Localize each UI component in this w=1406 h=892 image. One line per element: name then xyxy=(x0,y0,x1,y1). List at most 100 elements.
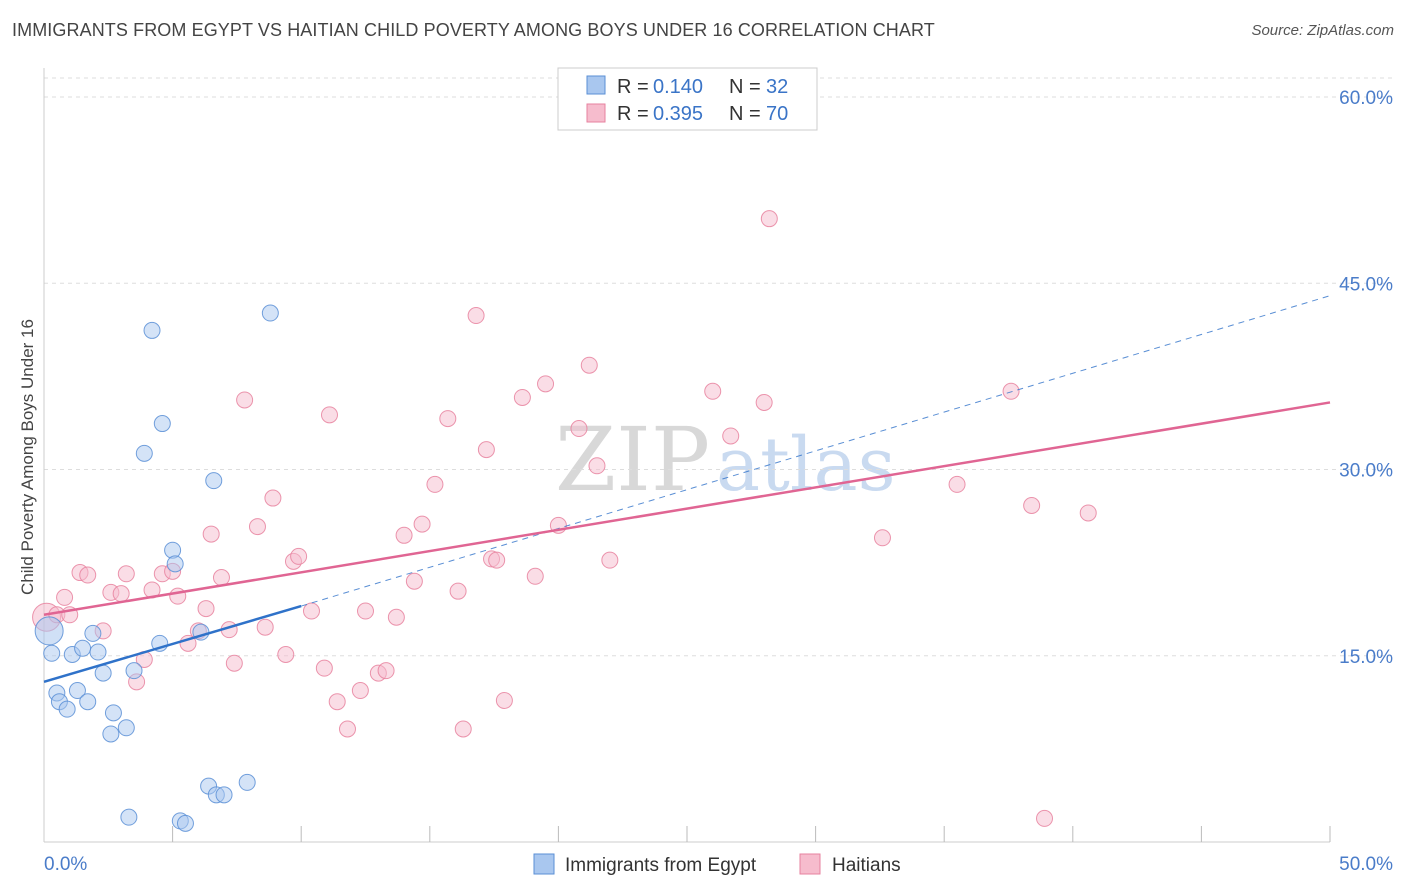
haiti-point xyxy=(1079,504,1097,522)
egypt-point xyxy=(89,643,107,661)
haiti-point xyxy=(338,720,356,738)
haiti-point xyxy=(351,682,369,700)
haiti-point xyxy=(377,662,395,680)
haiti-point xyxy=(202,525,220,543)
egypt-point xyxy=(135,444,153,462)
egypt-point xyxy=(238,773,256,791)
egypt-point xyxy=(176,814,194,832)
haiti-point xyxy=(948,475,966,493)
haiti-point xyxy=(580,356,598,374)
bottom-legend-swatch-haiti xyxy=(799,853,821,875)
x-tick-label: 0.0% xyxy=(44,854,87,875)
haiti-point xyxy=(488,551,506,569)
legend-swatch-egypt xyxy=(586,75,606,95)
y-tick-label: 60.0% xyxy=(1339,88,1393,109)
haiti-point xyxy=(454,720,472,738)
legend-haiti-n-label: N = xyxy=(729,103,761,125)
egypt-point xyxy=(74,639,92,657)
haiti-point xyxy=(439,410,457,428)
x-ticks xyxy=(172,826,1331,842)
haiti-point xyxy=(56,588,74,606)
haiti-trend-line-solid xyxy=(43,401,1331,617)
egypt-point xyxy=(117,719,135,737)
haiti-point xyxy=(277,646,295,664)
haiti-point xyxy=(236,391,254,409)
legend-swatch-haiti xyxy=(586,103,606,123)
haiti-point xyxy=(387,608,405,626)
haiti-point xyxy=(79,566,97,584)
egypt-series xyxy=(34,304,279,832)
haiti-point xyxy=(290,547,308,565)
egypt-point xyxy=(34,616,64,646)
correlation-legend: R = 0.140 N = 32 R = 0.395 N = 70 xyxy=(557,67,818,131)
chart-source: Source: ZipAtlas.com xyxy=(1251,22,1394,39)
haiti-point xyxy=(302,602,320,620)
egypt-point xyxy=(215,786,233,804)
haiti-point xyxy=(570,420,588,438)
legend-haiti-r-value: 0.395 xyxy=(653,103,703,125)
legend-egypt-r-value: 0.140 xyxy=(653,76,703,98)
egypt-point xyxy=(84,624,102,642)
series-legend: Immigrants from Egypt Haitians xyxy=(533,853,901,876)
haiti-point xyxy=(495,691,513,709)
haiti-point xyxy=(537,375,555,393)
egypt-point xyxy=(261,304,279,322)
haiti-point xyxy=(405,572,423,590)
haiti-point xyxy=(248,518,266,536)
egypt-point xyxy=(102,725,120,743)
haiti-point xyxy=(315,659,333,677)
haiti-point xyxy=(526,567,544,585)
bottom-legend-egypt-label: Immigrants from Egypt xyxy=(565,855,757,876)
haiti-point xyxy=(449,582,467,600)
haiti-point xyxy=(395,526,413,544)
legend-haiti-n-value: 70 xyxy=(766,103,788,125)
egypt-point xyxy=(104,704,122,722)
y-tick-label: 45.0% xyxy=(1339,274,1393,295)
haiti-point xyxy=(477,441,495,459)
haiti-point xyxy=(1002,382,1020,400)
haiti-series xyxy=(32,210,1097,827)
y-tick-label: 15.0% xyxy=(1339,647,1393,668)
haiti-point xyxy=(328,693,346,711)
legend-haiti-r-label: R = xyxy=(617,103,649,125)
x-tick-label: 50.0% xyxy=(1339,854,1393,875)
egypt-point xyxy=(205,472,223,490)
haiti-point xyxy=(413,515,431,533)
haiti-point xyxy=(873,529,891,547)
legend-egypt-n-value: 32 xyxy=(766,76,788,98)
trend-lines xyxy=(43,295,1331,684)
haiti-point xyxy=(320,406,338,424)
haiti-point xyxy=(513,388,531,406)
bottom-legend-swatch-egypt xyxy=(533,853,555,875)
gridlines xyxy=(44,77,1394,657)
egypt-point xyxy=(143,321,161,339)
egypt-trend-line-solid xyxy=(43,604,302,684)
bottom-legend-haiti-label: Haitians xyxy=(832,855,901,876)
egypt-point xyxy=(166,555,184,573)
haiti-point xyxy=(264,489,282,507)
haiti-point xyxy=(112,585,130,603)
y-axis-title: Child Poverty Among Boys Under 16 xyxy=(18,319,37,595)
chart-title: IMMIGRANTS FROM EGYPT VS HAITIAN CHILD P… xyxy=(12,20,935,40)
egypt-point xyxy=(120,808,138,826)
legend-egypt-r-label: R = xyxy=(617,76,649,98)
legend-egypt-n-label: N = xyxy=(729,76,761,98)
haiti-point xyxy=(588,457,606,475)
haiti-point xyxy=(1036,809,1054,827)
haiti-point xyxy=(197,600,215,618)
watermark-atlas: atlas xyxy=(716,422,896,508)
haiti-point xyxy=(601,551,619,569)
y-tick-labels: 15.0% 30.0% 45.0% 60.0% xyxy=(1339,88,1393,668)
egypt-trend-line-dashed xyxy=(301,295,1331,607)
egypt-point xyxy=(94,664,112,682)
egypt-point xyxy=(153,415,171,433)
y-tick-label: 30.0% xyxy=(1339,461,1393,482)
egypt-point xyxy=(58,700,76,718)
haiti-point xyxy=(225,654,243,672)
haiti-point xyxy=(426,475,444,493)
haiti-point xyxy=(467,307,485,325)
haiti-point xyxy=(704,382,722,400)
haiti-point xyxy=(1023,497,1041,515)
egypt-point xyxy=(125,662,143,680)
